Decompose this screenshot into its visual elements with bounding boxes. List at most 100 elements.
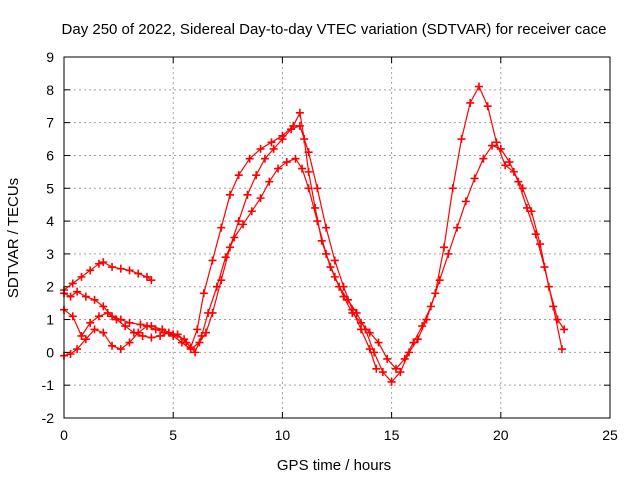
series-1 <box>60 258 156 295</box>
data-point <box>470 174 479 183</box>
x-tick-label: 0 <box>60 427 68 443</box>
data-point <box>372 364 381 373</box>
x-tick-label: 20 <box>493 427 509 443</box>
data-point <box>81 335 90 344</box>
data-point <box>239 220 248 229</box>
data-point <box>295 121 304 130</box>
data-point <box>81 292 90 301</box>
data-point <box>322 249 331 258</box>
data-point <box>142 322 151 331</box>
data-point <box>173 330 182 339</box>
data-point <box>121 322 130 331</box>
data-point <box>400 354 409 363</box>
data-point <box>217 223 226 232</box>
chart-title: Day 250 of 2022, Sidereal Day-to-day VTE… <box>62 21 607 38</box>
data-point <box>291 154 300 163</box>
data-point <box>99 258 108 267</box>
data-point <box>147 276 156 285</box>
y-tick-label: 0 <box>46 344 54 360</box>
data-point <box>313 217 322 226</box>
data-point <box>514 177 523 186</box>
plot-frame <box>63 56 611 419</box>
data-point <box>156 331 165 340</box>
data-point <box>304 148 313 157</box>
data-point <box>365 345 374 354</box>
data-point <box>103 308 112 317</box>
data-point <box>488 141 497 150</box>
data-point <box>313 184 322 193</box>
data-point <box>505 158 514 167</box>
data-point <box>311 203 320 212</box>
data-point <box>496 144 505 153</box>
data-point <box>374 338 383 347</box>
data-point <box>339 282 348 291</box>
data-point <box>256 144 265 153</box>
data-point <box>426 302 435 311</box>
data-point <box>66 292 75 301</box>
data-point <box>160 328 169 337</box>
data-point <box>256 194 265 203</box>
data-point <box>274 164 283 173</box>
data-point <box>536 240 545 249</box>
data-point <box>365 328 374 337</box>
data-point <box>492 138 501 147</box>
series-3 <box>60 141 566 373</box>
data-point <box>378 368 387 377</box>
data-point <box>265 177 274 186</box>
x-axis-label: GPS time / hours <box>277 457 391 474</box>
data-point <box>396 368 405 377</box>
data-point <box>73 287 82 296</box>
data-point <box>125 318 134 327</box>
data-point <box>243 190 252 199</box>
data-point <box>136 320 145 329</box>
data-point <box>453 223 462 232</box>
data-point <box>531 230 540 239</box>
data-point <box>523 203 532 212</box>
data-point <box>116 264 125 273</box>
y-tick-label: -2 <box>42 410 55 426</box>
data-point <box>142 272 151 281</box>
data-point <box>99 302 108 311</box>
y-tick-label: 9 <box>46 49 54 65</box>
data-point <box>418 322 427 331</box>
data-point <box>287 125 296 134</box>
data-point <box>278 135 287 144</box>
data-point <box>134 269 143 278</box>
data-point <box>99 328 108 337</box>
data-point <box>191 348 200 357</box>
x-tick-label: 25 <box>602 427 618 443</box>
data-point <box>221 253 230 262</box>
data-point <box>435 276 444 285</box>
series-4 <box>60 121 381 373</box>
data-point <box>322 223 331 232</box>
data-point <box>295 108 304 117</box>
data-point <box>330 272 339 281</box>
data-point <box>108 263 117 272</box>
data-point <box>90 325 99 334</box>
data-point <box>549 302 558 311</box>
data-point <box>409 338 418 347</box>
data-point <box>298 164 307 173</box>
data-point <box>387 377 396 386</box>
data-point <box>86 318 95 327</box>
data-point <box>125 338 134 347</box>
y-tick-label: 2 <box>46 279 54 295</box>
data-point <box>383 354 392 363</box>
data-point <box>501 161 510 170</box>
data-point <box>125 266 134 275</box>
grid <box>64 57 610 418</box>
data-point <box>169 331 178 340</box>
series-line <box>63 85 565 383</box>
data-point <box>269 144 278 153</box>
data-point <box>348 305 357 314</box>
x-tick-label: 10 <box>275 427 291 443</box>
y-tick-label: 7 <box>46 115 54 131</box>
data-point <box>448 184 457 193</box>
data-point <box>461 197 470 206</box>
data-point <box>440 243 449 252</box>
data-series <box>60 82 569 386</box>
data-point <box>391 364 400 373</box>
series-2 <box>60 82 569 386</box>
data-point <box>177 338 186 347</box>
